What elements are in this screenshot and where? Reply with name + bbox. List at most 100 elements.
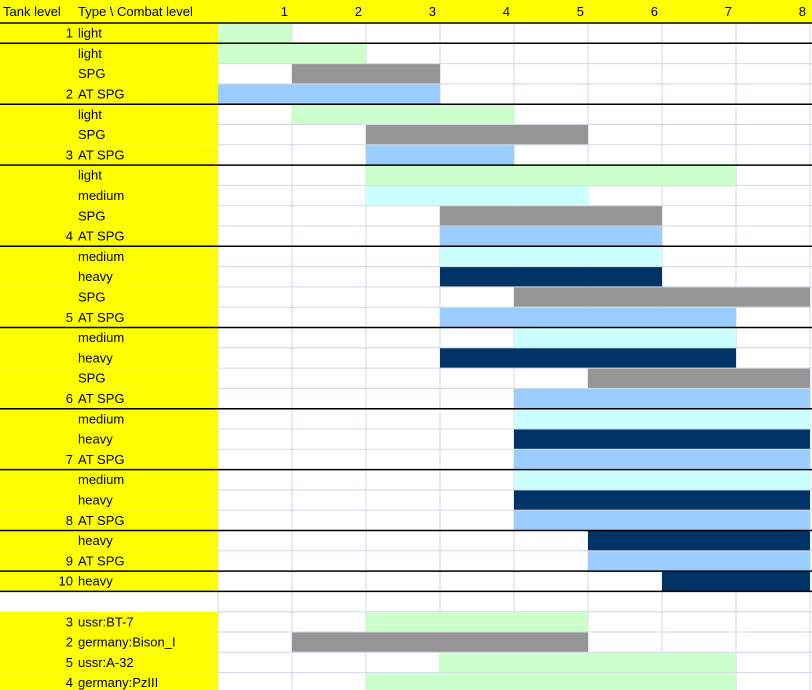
label-cell [0,104,218,125]
label-cell [0,449,218,470]
type-label: AT SPG [78,553,124,568]
type-label: heavy [78,492,113,507]
range-bar [514,429,810,449]
range-bar [514,449,810,470]
combat-level: 2 [355,4,362,19]
label-cell [0,43,218,64]
label-cell [0,469,218,490]
label-cell [0,124,218,145]
header-tank-level: Tank level [3,4,61,19]
type-label: medium [78,472,124,487]
range-bar [588,551,810,571]
label-cell [0,530,218,551]
range-bar [440,307,736,327]
combat-level: 1 [281,4,288,19]
type-label: ussr:A-32 [78,655,134,670]
type-label: light [78,168,102,183]
combat-level: 4 [503,4,510,19]
label-cell [0,368,218,389]
range-bar [218,84,440,104]
range-bar [218,23,292,43]
type-label: AT SPG [78,86,124,101]
range-bar [292,632,588,652]
type-label: SPG [78,371,105,386]
range-bar [440,348,736,368]
range-bar [440,226,662,246]
tank-level: 5 [66,655,73,670]
tank-level: 4 [66,675,73,690]
type-label: medium [78,411,124,426]
label-cell [0,246,218,267]
type-label: heavy [78,269,113,284]
range-bar [366,125,588,145]
type-label: AT SPG [78,147,124,162]
combat-level: 7 [725,4,732,19]
type-label: AT SPG [78,310,124,325]
range-bar [514,287,810,307]
range-bar [366,673,736,690]
label-cell [0,510,218,531]
range-bar [514,490,810,510]
tank-level: 5 [66,310,73,325]
label-cell [0,550,218,572]
range-bar [514,388,810,409]
range-bar [662,571,810,591]
tank-level: 6 [66,391,73,406]
type-label: light [78,107,102,122]
label-cell [0,571,218,592]
type-label: AT SPG [78,391,124,406]
type-label: ussr:BT-7 [78,614,134,629]
combat-level: 8 [799,4,806,19]
range-bar [440,267,662,287]
tank-level: 3 [66,614,73,629]
label-cell [0,83,218,105]
label-cell [0,408,218,429]
label-cell [0,286,218,308]
type-label: light [78,46,102,61]
combat-level: 3 [429,4,436,19]
label-cell [0,23,218,44]
tank-level: 2 [66,86,73,101]
tank-level: 7 [66,452,73,467]
combat-level: 6 [651,4,658,19]
label-cell [0,347,218,369]
range-bar [440,206,662,226]
type-label: heavy [78,432,113,447]
label-cell [0,489,218,511]
type-label: SPG [78,66,105,81]
label-cell [0,611,218,632]
label-cell [0,185,218,206]
range-bar [588,368,810,388]
range-bar [514,328,736,348]
label-cell [0,652,218,673]
label-cell [0,632,218,653]
type-label: light [78,26,102,41]
tank-level: 3 [66,147,73,162]
type-label: medium [78,188,124,203]
label-cell [0,327,218,348]
tank-level: 10 [59,574,73,589]
type-label: germany:PzIII [78,675,158,690]
label-cell [0,165,218,186]
type-label: SPG [78,289,105,304]
label-cell [0,672,218,690]
range-bar [218,43,366,64]
type-label: AT SPG [78,513,124,528]
range-bar [514,470,810,490]
label-cell [0,226,218,247]
range-bar [514,409,810,429]
label-cell [0,388,218,409]
type-label: heavy [78,574,113,589]
range-bar [440,652,736,673]
range-bar [366,165,736,185]
type-label: AT SPG [78,452,124,467]
type-label: heavy [78,533,113,548]
range-bar [366,145,514,165]
range-bar [366,612,588,632]
type-label: medium [78,249,124,264]
type-label: AT SPG [78,229,124,244]
range-bar [292,104,514,124]
label-cell [0,144,218,166]
tank-level: 2 [66,635,73,650]
